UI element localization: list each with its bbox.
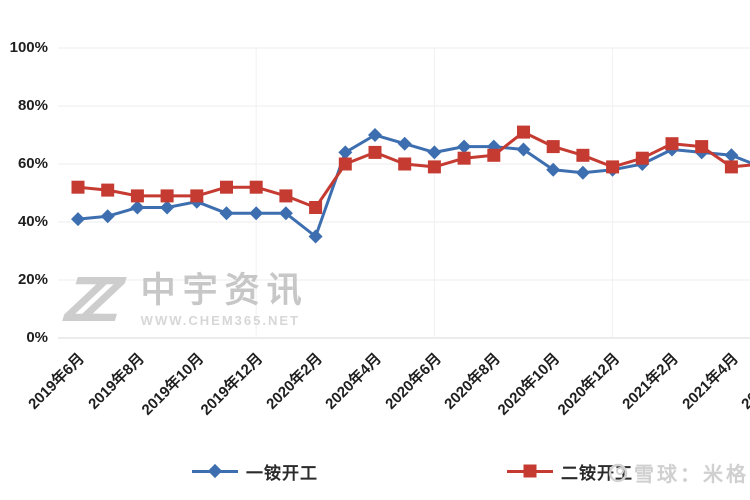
data-point-diamond [100, 209, 115, 224]
data-point-square [309, 201, 323, 214]
data-point-diamond [308, 229, 323, 244]
legend-label: 一铵开工 [246, 463, 318, 483]
data-point-diamond [71, 212, 85, 227]
data-point-square [398, 157, 412, 171]
square-marker-icon [523, 464, 537, 478]
data-point-square [368, 145, 382, 159]
legend-item-yi-an: 一铵开工 [192, 462, 318, 483]
data-point-square [635, 151, 649, 165]
data-point-square [487, 148, 501, 162]
data-point-diamond [160, 200, 175, 215]
data-point-square [427, 160, 441, 174]
data-point-diamond [338, 145, 353, 160]
data-point-diamond [427, 145, 442, 160]
y-tick-label: 20% [17, 271, 48, 288]
data-point-square [576, 148, 590, 162]
data-point-square [457, 151, 471, 165]
data-point-square [101, 183, 115, 197]
y-tick-label: 100% [9, 39, 48, 56]
data-point-square [724, 160, 738, 174]
series-line-diamond [76, 133, 750, 238]
data-point-square [71, 180, 85, 194]
y-tick-label: 0% [26, 329, 48, 346]
data-point-diamond [546, 162, 561, 177]
legend-line-red [507, 464, 553, 478]
data-point-diamond [278, 206, 293, 221]
data-point-square [606, 160, 620, 174]
y-tick-label: 80% [17, 97, 48, 114]
data-point-diamond [724, 148, 739, 163]
diamond-marker-icon [207, 463, 223, 479]
data-point-square [279, 189, 293, 203]
data-point-square [665, 137, 679, 151]
data-point-diamond [249, 206, 264, 221]
data-point-square [249, 180, 263, 194]
data-point-diamond [219, 206, 234, 221]
legend-line-blue [192, 463, 238, 479]
data-point-diamond [516, 142, 531, 157]
data-point-square [338, 157, 352, 171]
data-point-diamond [397, 136, 412, 151]
series-line-square [76, 130, 750, 209]
data-point-square [160, 189, 174, 203]
data-point-square [517, 125, 530, 139]
legend-item-er-an: 二铵开工 [507, 462, 633, 483]
legend-label: 二铵开工 [561, 463, 633, 483]
data-point-square [695, 140, 709, 154]
data-point-diamond [575, 165, 590, 180]
data-point-diamond [457, 139, 472, 154]
data-point-square [220, 180, 233, 194]
data-point-square [130, 189, 144, 203]
data-point-square [546, 140, 560, 154]
data-point-diamond [368, 128, 382, 142]
y-tick-label: 60% [17, 155, 48, 172]
data-point-square [190, 189, 204, 203]
y-tick-label: 40% [17, 213, 48, 230]
data-point-diamond [130, 200, 145, 215]
